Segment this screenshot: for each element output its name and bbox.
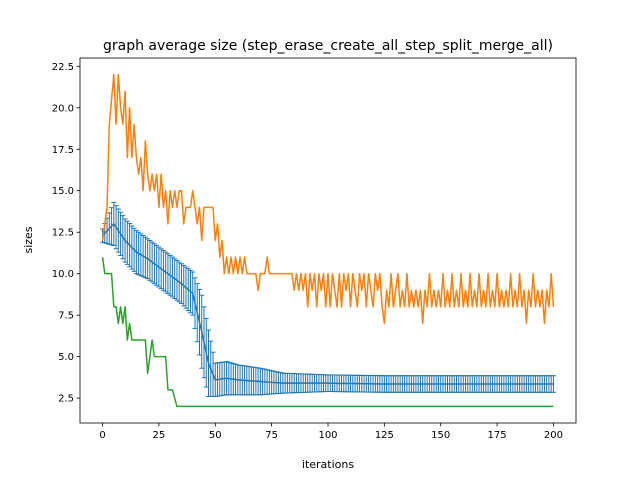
series-errorbar — [100, 201, 556, 397]
x-tick-label: 175 — [488, 430, 507, 441]
series-line-mean — [102, 222, 554, 385]
y-tick-label: 10.0 — [52, 269, 74, 280]
y-tick-label: 22.5 — [52, 62, 74, 73]
series-layer — [100, 73, 556, 408]
x-tick-label: 150 — [431, 430, 450, 441]
axes-layer: 0 25 50 75 100 125 150 175 200 2.5 5.0 7.5 10.0 12.5 1… — [52, 62, 563, 441]
x-tick-label: 25 — [153, 430, 166, 441]
plot-area — [80, 58, 576, 423]
y-tick-label: 12.5 — [52, 228, 74, 239]
y-tick-label: 20.0 — [52, 103, 74, 114]
y-axis-label: sizes — [22, 226, 35, 253]
plot-frame — [79, 57, 577, 424]
x-tick-label: 125 — [375, 430, 394, 441]
x-axis-label: iterations — [302, 458, 354, 471]
x-tick-label: 75 — [265, 430, 278, 441]
y-tick-label: 5.0 — [58, 352, 74, 363]
x-tick-label: 50 — [209, 430, 222, 441]
series-line-1 — [101, 73, 555, 325]
x-tick-label: 0 — [99, 430, 105, 441]
y-tick-label: 17.5 — [52, 145, 74, 156]
y-tick-label: 2.5 — [58, 394, 74, 405]
chart-title: graph average size (step_erase_create_al… — [103, 38, 553, 54]
y-tick-label: 7.5 — [58, 311, 74, 322]
x-tick-label: 100 — [318, 430, 337, 441]
x-tick-label: 200 — [544, 430, 563, 441]
series-line-2 — [101, 256, 554, 408]
y-tick-label: 15.0 — [52, 186, 74, 197]
